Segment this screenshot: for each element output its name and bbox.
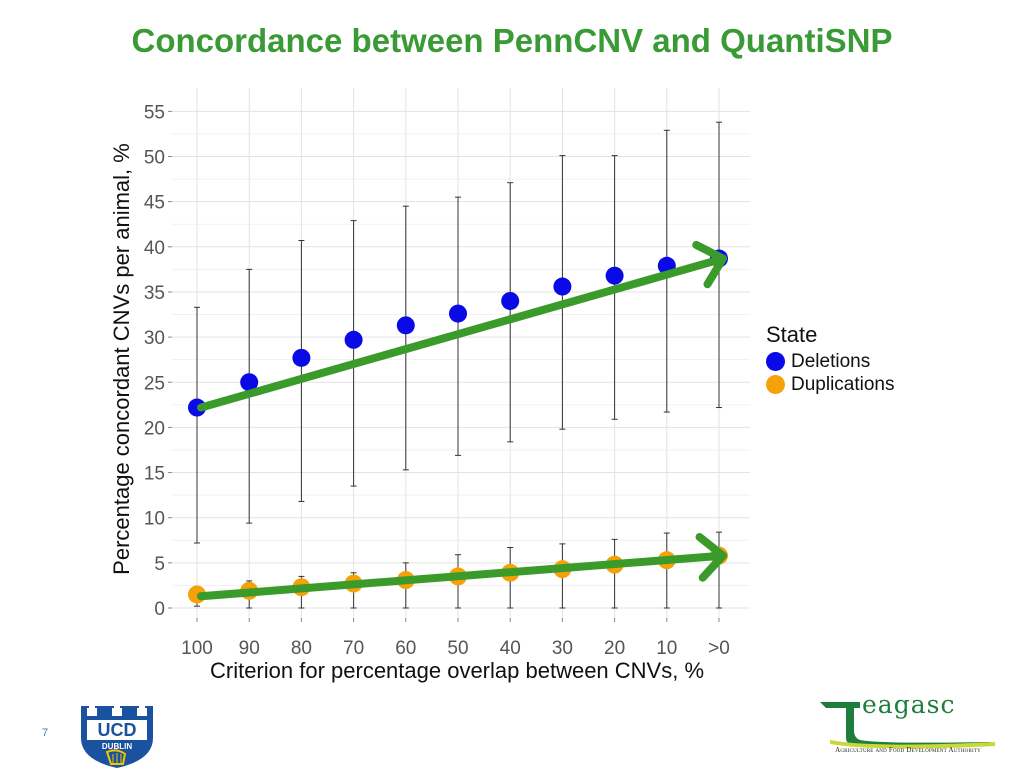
- trend-arrowhead-duplications: [695, 532, 727, 582]
- data-point-deletions: [240, 373, 259, 392]
- scatter-chart: 0 5 10 15 20 25 30 35 40 45 50 55 100 90 80 70 60 50 40 30…: [109, 88, 750, 683]
- legend-label-duplications: Duplications: [791, 373, 895, 395]
- legend-swatch-deletions: [766, 352, 785, 371]
- plot-background: [172, 88, 750, 618]
- trend-arrow-duplications: [197, 551, 727, 601]
- ucd-logo-text: UCD: [98, 720, 137, 740]
- x-axis-label: Criterion for percentage overlap between…: [210, 658, 704, 683]
- x-tick-label: 90: [239, 638, 260, 659]
- legend-item-deletions: Deletions: [766, 350, 895, 373]
- y-tick-label: 40: [144, 238, 165, 259]
- data-point-deletions: [605, 266, 624, 285]
- data-point-deletions: [553, 277, 572, 296]
- data-point-deletions: [344, 330, 363, 349]
- y-tick-label: 10: [144, 509, 165, 530]
- y-tick-label: 0: [154, 599, 165, 620]
- chart-grid: [172, 88, 750, 618]
- data-point-deletions: [292, 348, 311, 367]
- slide-title: Concordance between PennCNV and QuantiSN…: [131, 22, 893, 59]
- teagasc-logo: [820, 702, 995, 749]
- chart-legend: State Deletions Duplications: [766, 322, 895, 396]
- x-tick-label: 70: [343, 638, 364, 659]
- x-tick-label: >0: [708, 638, 730, 659]
- x-tick-label: 60: [395, 638, 416, 659]
- y-axis-ticks: 0 5 10 15 20 25 30 35 40 45 50 55: [144, 102, 172, 620]
- y-tick-label: 50: [144, 148, 165, 169]
- x-tick-label: 40: [500, 638, 521, 659]
- trend-arrowhead-deletions: [692, 240, 727, 289]
- legend-label-deletions: Deletions: [791, 350, 871, 372]
- y-axis-label: Percentage concordant CNVs per animal, %: [109, 143, 134, 575]
- legend-title: State: [766, 322, 818, 347]
- x-tick-label: 80: [291, 638, 312, 659]
- y-tick-label: 25: [144, 373, 165, 394]
- teagasc-logo-text: eagasc: [862, 690, 956, 719]
- y-tick-label: 15: [144, 464, 165, 485]
- trend-arrows: [197, 240, 727, 601]
- teagasc-tagline: Agriculture and Food Development Authori…: [835, 746, 981, 754]
- y-tick-label: 55: [144, 102, 165, 123]
- y-tick-label: 30: [144, 328, 165, 349]
- ucd-dublin-logo: UCD DUBLIN: [81, 704, 153, 768]
- x-tick-label: 10: [656, 638, 677, 659]
- y-tick-label: 20: [144, 418, 165, 439]
- data-point-deletions: [501, 291, 520, 310]
- legend-item-duplications: Duplications: [766, 373, 895, 396]
- data-point-deletions: [396, 316, 415, 335]
- y-tick-label: 45: [144, 193, 165, 214]
- legend-swatch-duplications: [766, 375, 785, 394]
- trend-arrow-deletions: [197, 254, 727, 412]
- x-axis-ticks: 100 90 80 70 60 50 40 30 20 10 >0: [181, 618, 730, 659]
- x-tick-label: 100: [181, 638, 213, 659]
- x-tick-label: 30: [552, 638, 573, 659]
- data-point-deletions: [449, 304, 467, 323]
- y-tick-label: 5: [154, 554, 165, 575]
- y-tick-label: 35: [144, 283, 165, 304]
- page-number: 7: [42, 727, 49, 739]
- x-tick-label: 20: [604, 638, 625, 659]
- ucd-logo-subtext: DUBLIN: [102, 742, 132, 751]
- x-tick-label: 50: [447, 638, 468, 659]
